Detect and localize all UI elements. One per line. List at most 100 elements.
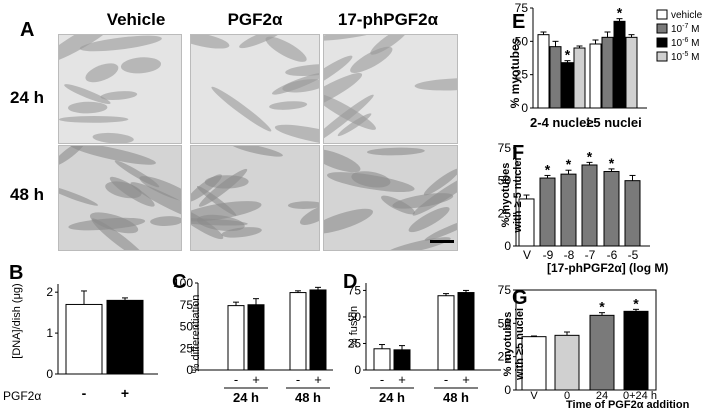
- chart-C-xtick-label: -: [296, 372, 300, 387]
- chart-C-bar: [289, 292, 307, 371]
- micrograph-48h-vehicle: [58, 145, 182, 251]
- chart-D-ytick-label: 0: [354, 363, 361, 377]
- chart-D-ytick-label: 25: [348, 336, 362, 350]
- chart-B-bar: [65, 303, 103, 375]
- chart-C-group-label: 48 h: [295, 390, 321, 405]
- chart-F-ytick-label: 50: [498, 174, 512, 188]
- chart-E-significance: *: [617, 5, 623, 21]
- chart-G-bar: [521, 336, 547, 391]
- chart-D-xtick-label: +: [398, 372, 406, 387]
- column-header-17-phpgf2a: 17-phPGF2α: [337, 10, 439, 29]
- row-header-48h: 48 h: [10, 185, 45, 204]
- panel-b-xlabel: PGF2α: [3, 389, 42, 403]
- chart-F-xtick-label: -5: [628, 248, 639, 262]
- column-header-vehicle: Vehicle: [106, 10, 166, 29]
- micrograph-48h-pgf2a: [190, 145, 320, 251]
- chart-E-legend-swatch: [656, 51, 668, 62]
- chart-B-ytick-label: 0: [46, 367, 53, 381]
- chart-D-bar: [393, 349, 411, 371]
- chart-D-ytick-label: 75: [348, 283, 362, 297]
- panel-label-c: C: [172, 271, 187, 293]
- chart-D-group-label: 24 h: [379, 390, 405, 405]
- chart-E-ytick-label: 50: [515, 34, 529, 48]
- chart-D-group-label: 48 h: [443, 390, 469, 405]
- chart-E-bar: [549, 46, 562, 109]
- chart-G-xtick-label: 0: [564, 390, 570, 402]
- chart-F-significance: *: [587, 148, 593, 164]
- chart-G-bar: [623, 310, 649, 391]
- chart-E-bar: [613, 20, 626, 109]
- chart-E-legend-label: vehicle: [671, 10, 703, 21]
- panel-label-e: E: [512, 11, 526, 33]
- chart-F-significance: *: [545, 161, 551, 177]
- chart-G-frame: [515, 289, 657, 391]
- panel-b-ylabel: [DNA]/dish (μg): [11, 283, 23, 359]
- chart-F-xtick-label: -6: [607, 248, 618, 262]
- chart-B-ytick-label: 1: [46, 326, 53, 340]
- chart-F-xtick-label: -8: [564, 248, 575, 262]
- row-header-24h: 24 h: [10, 88, 45, 107]
- chart-F-xtick-label: -7: [585, 248, 596, 262]
- chart-B-xtick-label: -: [82, 385, 87, 401]
- chart-E-bar: [537, 34, 550, 109]
- chart-G-bar: [554, 334, 580, 391]
- chart-E-ytick-label: 25: [515, 68, 529, 82]
- chart-F-bar: [603, 171, 620, 247]
- chart-F-significance: *: [566, 156, 572, 172]
- scale-bar: [430, 240, 454, 243]
- chart-C-bar: [227, 305, 245, 371]
- micrograph-24h-pgf2a: [190, 34, 320, 144]
- chart-F-xtick-label: -9: [543, 248, 554, 262]
- chart-C-bar: [247, 304, 265, 371]
- chart-F-significance: *: [609, 155, 615, 171]
- chart-D-bar: [437, 295, 455, 371]
- chart-F-ytick-label: 25: [498, 206, 512, 220]
- chart-E-group-label: 2-4 nuclei: [530, 115, 590, 130]
- chart-F-ytick-label: 0: [504, 239, 511, 253]
- panel-g-ylabel: % myotubes with ≥5 nuclei: [502, 307, 526, 381]
- chart-E-bar: [561, 62, 574, 109]
- chart-C-group-label: 24 h: [233, 390, 259, 405]
- chart-B-xtick-label: +: [121, 385, 129, 401]
- chart-E-legend-swatch: [656, 23, 668, 34]
- chart-D-bar: [457, 292, 475, 371]
- chart-C-bar: [309, 289, 327, 371]
- chart-C-xtick-label: -: [234, 372, 238, 387]
- column-header-pgf2a: PGF2α: [227, 10, 283, 29]
- chart-G-ytick-label: 50: [498, 316, 512, 330]
- chart-E-legend-label: 10-7 M: [671, 23, 699, 35]
- chart-C-xtick-label: +: [314, 372, 322, 387]
- chart-F-xtick-label: V: [523, 248, 531, 262]
- chart-G-bar: [589, 314, 615, 391]
- micrograph-24h-vehicle: [58, 34, 182, 144]
- micrograph-24h-17-phpgf2a: [323, 34, 458, 144]
- chart-E-bar: [625, 36, 638, 109]
- panel-f-xlabel: [17-phPGF2α] (log M): [547, 261, 669, 275]
- chart-C-ytick-label: 50: [180, 320, 194, 334]
- panel-g-xlabel: Time of PGF2α addition: [566, 399, 690, 411]
- panel-label-a: A: [20, 19, 35, 41]
- chart-C-xtick-label: +: [252, 372, 260, 387]
- panel-d-ylabel: % fusion: [348, 305, 360, 349]
- panel-c-ylabel: % differentiation: [190, 294, 202, 374]
- panel-label-d: D: [343, 271, 358, 293]
- chart-G-xtick-label: 24: [596, 390, 608, 402]
- chart-D-ytick-label: 50: [348, 310, 362, 324]
- chart-C-ytick-label: 100: [173, 276, 193, 290]
- chart-D-xtick-label: +: [462, 372, 470, 387]
- chart-D-bar: [373, 348, 391, 371]
- chart-E-legend-swatch: [656, 37, 668, 48]
- panel-e-ylabel: % myotubes: [508, 37, 522, 109]
- chart-E-bar: [589, 43, 602, 109]
- chart-E-bar: [573, 47, 586, 109]
- chart-E-ytick-label: 0: [521, 101, 528, 115]
- chart-G-ytick-label: 75: [498, 283, 512, 297]
- chart-F-bar: [581, 164, 598, 247]
- chart-F-ytick-label: 75: [498, 141, 512, 155]
- chart-G-significance: *: [599, 299, 605, 315]
- chart-B-ytick-label: 2: [46, 285, 53, 299]
- chart-F-bar: [539, 177, 556, 247]
- chart-G-xtick-label: V: [530, 390, 538, 402]
- panel-label-b: B: [9, 262, 24, 284]
